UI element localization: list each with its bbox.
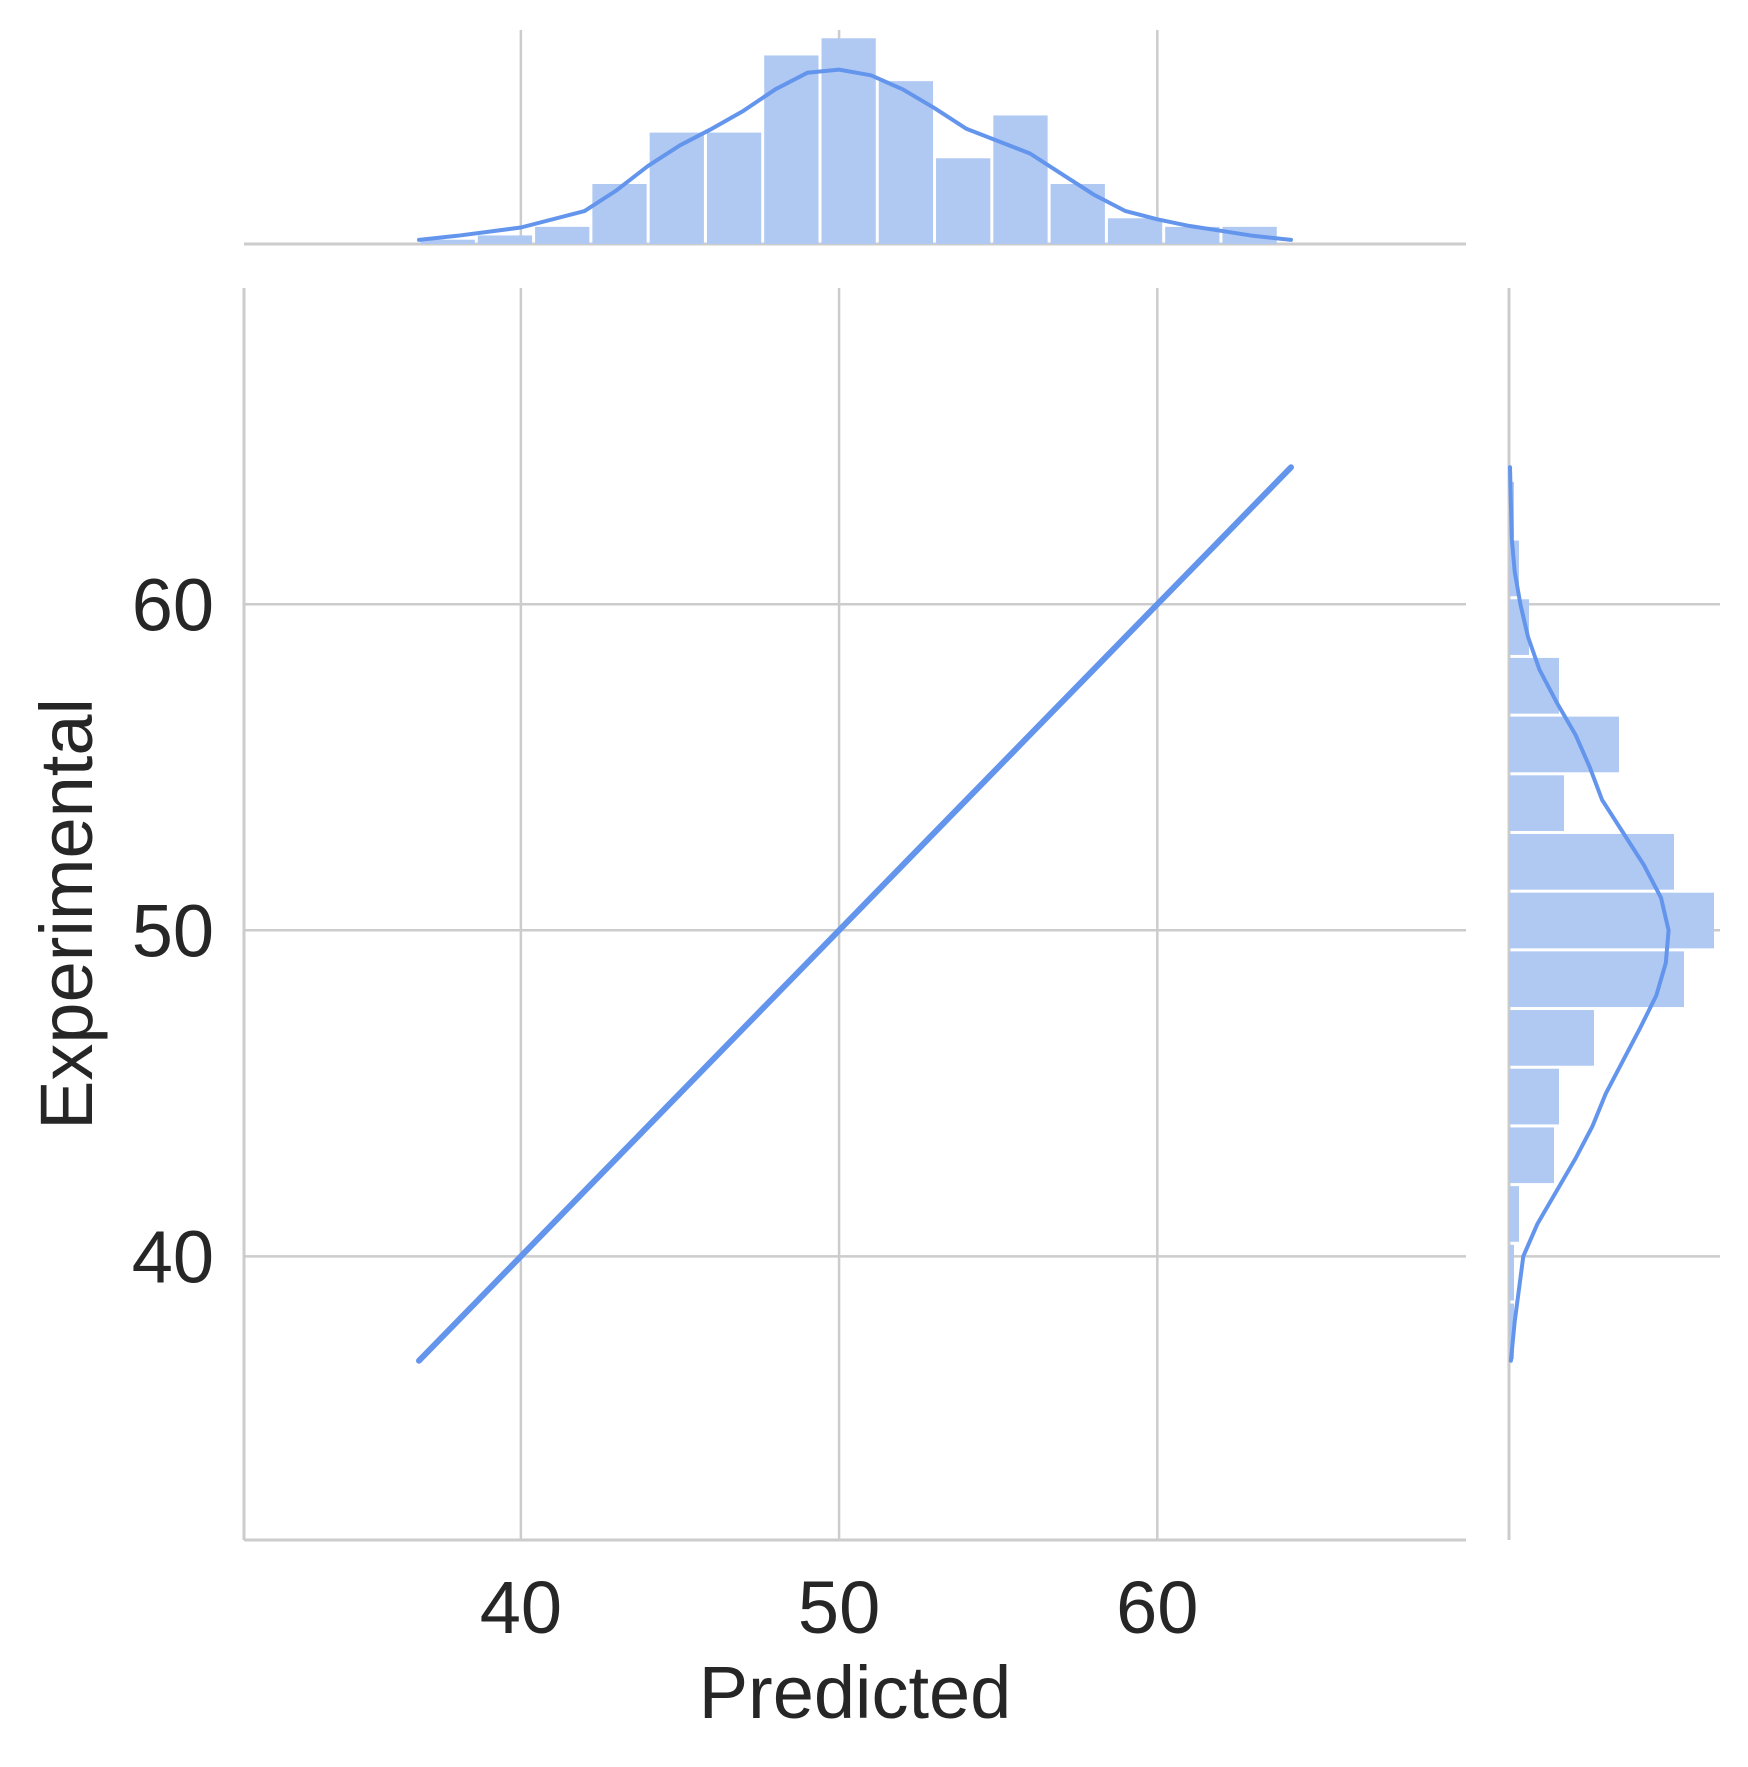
marginal-y-bar: [1509, 1303, 1514, 1360]
data-point: [836, 927, 842, 933]
marginal-y-kde-curve: [1508, 465, 1671, 1363]
y-tick-labels: 40 50 60: [132, 563, 214, 1298]
marginal-x-bar: [1050, 184, 1105, 244]
data-point: [772, 993, 778, 999]
data-point: [416, 1358, 422, 1364]
data-point: [645, 1123, 651, 1129]
marginal-y-bar: [1509, 775, 1564, 831]
marginal-x-kde-curve: [417, 67, 1293, 242]
data-point: [582, 1188, 588, 1194]
data-point: [1027, 732, 1033, 738]
y-tick-label: 50: [132, 889, 214, 972]
data-point: [1154, 601, 1160, 607]
marginal-y-bars: [1509, 481, 1714, 1360]
marginal-y-bar: [1509, 657, 1559, 714]
marginal-y-bar: [1509, 1186, 1519, 1242]
marginal-y-bar: [1509, 716, 1619, 773]
marginal-y-bar: [1509, 1244, 1514, 1301]
marginal-y-bar: [1509, 1068, 1559, 1125]
marginal-y-histogram: [1507, 288, 1720, 1540]
marginal-y-bar: [1509, 1127, 1554, 1184]
series-line: [416, 464, 1294, 1364]
x-tick-label: 50: [798, 1566, 880, 1649]
marginal-x-bar: [1165, 226, 1220, 244]
marginal-x-bar: [878, 81, 934, 245]
y-tick-label: 60: [132, 563, 214, 646]
marginal-y-bar: [1509, 951, 1684, 1008]
marginal-y-bar: [1509, 1010, 1594, 1066]
main-scatter-plot: 40 50 60 40 50 60 Predicted Experimental: [25, 288, 1466, 1734]
main-gridlines: [244, 288, 1466, 1540]
data-point: [963, 797, 969, 803]
marginal-x-bar: [1107, 218, 1163, 244]
marginal-x-histogram: [244, 30, 1466, 246]
main-series: [416, 464, 1294, 1364]
marginal-x-bar: [764, 55, 819, 244]
marginal-x-bar: [592, 184, 647, 244]
data-point: [1288, 464, 1294, 470]
marginal-x-kde: [417, 67, 1293, 242]
marginal-x-bar: [936, 158, 991, 244]
y-axis-label: Experimental: [25, 698, 108, 1130]
marginal-x-bar: [993, 115, 1048, 244]
x-tick-label: 60: [1116, 1566, 1198, 1649]
data-point: [1218, 536, 1224, 542]
x-tick-label: 40: [480, 1566, 562, 1649]
marginal-x-bar: [535, 226, 590, 244]
marginal-x-bar: [477, 235, 533, 244]
marginal-y-bar: [1509, 833, 1674, 890]
data-point: [1091, 666, 1097, 672]
data-point: [518, 1253, 524, 1259]
data-point: [900, 862, 906, 868]
marginal-y-kde: [1508, 465, 1671, 1363]
marginal-x-bar: [649, 132, 704, 244]
marginal-y-bar: [1509, 892, 1714, 949]
data-point: [709, 1058, 715, 1064]
x-axis-label: Predicted: [699, 1651, 1012, 1734]
x-tick-labels: 40 50 60: [480, 1566, 1199, 1649]
y-tick-label: 40: [132, 1215, 214, 1298]
marginal-x-bar: [420, 239, 475, 244]
marginal-x-bar: [706, 132, 762, 244]
